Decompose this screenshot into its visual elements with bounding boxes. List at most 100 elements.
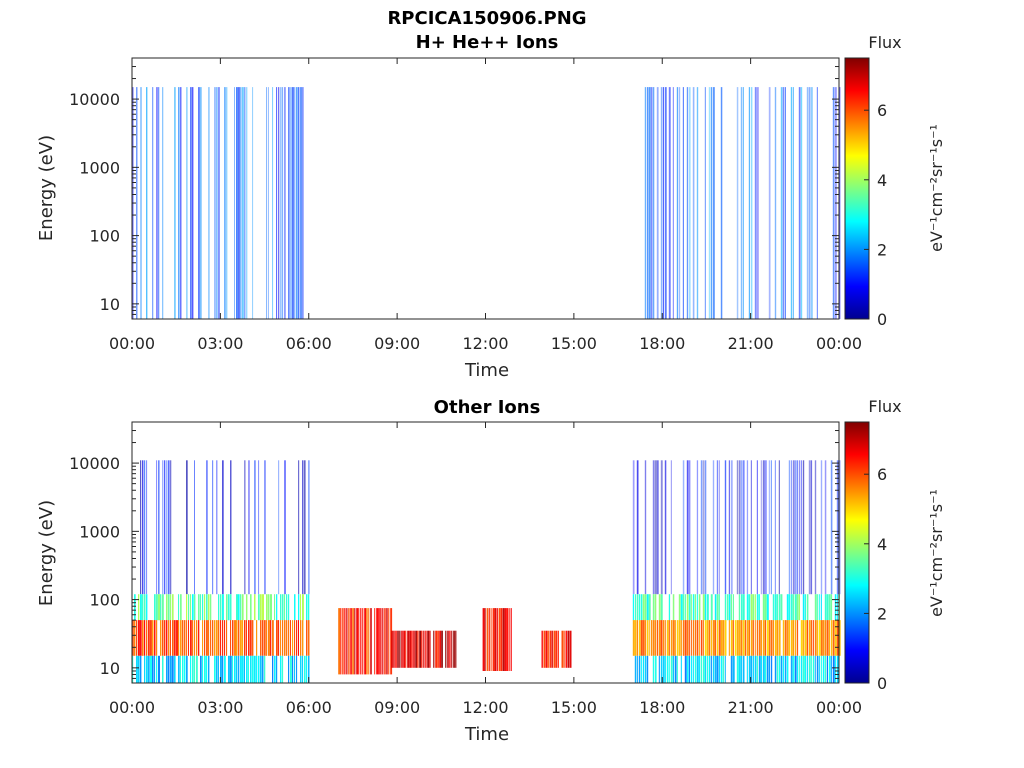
spectrogram-strip <box>726 594 729 621</box>
spectrogram-strip <box>696 655 699 683</box>
spectrogram-strip <box>202 655 204 683</box>
spectrogram-strip <box>824 460 827 595</box>
spectrogram-strip <box>266 620 268 656</box>
spectrogram-strip <box>680 594 683 621</box>
spectrogram-strip <box>492 608 495 671</box>
spectrogram-strip <box>300 87 302 319</box>
spectrogram-strip <box>830 655 832 683</box>
spectrogram-strip <box>250 620 252 656</box>
spectrogram-strip <box>176 620 178 656</box>
spectrogram-strip <box>172 594 174 621</box>
spectrogram-strip <box>182 620 184 656</box>
spectrogram-strip <box>190 620 192 656</box>
spectrogram-strip <box>439 630 442 668</box>
spectrogram-strip <box>668 594 671 621</box>
spectrogram-strip <box>738 460 741 595</box>
spectrogram-strip <box>166 460 168 595</box>
spectrogram-strip <box>778 594 781 621</box>
spectrogram-strip <box>553 630 556 668</box>
panel-title: Other Ions <box>434 397 541 418</box>
spectrogram-region <box>482 608 512 671</box>
spectrogram-strip <box>256 620 258 656</box>
spectrogram-strip <box>142 620 144 656</box>
spectrogram-strip <box>824 620 827 656</box>
spectrogram-strip <box>730 620 733 656</box>
spectrogram-strip <box>706 655 709 683</box>
spectrogram-strip <box>736 460 739 595</box>
spectrogram-strip <box>234 87 235 319</box>
spectrogram-strip <box>236 620 238 656</box>
spectrogram-strip <box>696 620 699 656</box>
spectrogram-strip <box>290 620 291 656</box>
spectrogram-strip <box>417 630 419 668</box>
spectrogram-strip <box>716 460 719 595</box>
spectrogram-strip <box>790 460 792 595</box>
spectrogram-strip <box>156 655 158 683</box>
y-tick-label: 1000 <box>79 522 120 541</box>
x-axis-ticks: 00:00 03:00 06:00 09:00 12:00 15:00 18:00 21:00… <box>109 58 862 353</box>
spectrogram-strip <box>746 655 748 683</box>
spectrogram-strip <box>222 655 224 683</box>
spectrogram-strip <box>482 608 485 671</box>
spectrogram-strip <box>796 655 799 683</box>
spectrogram-strip <box>806 87 809 319</box>
spectrogram-strip <box>786 655 789 683</box>
spectrogram-strip <box>543 630 546 668</box>
spectrogram-strip <box>790 620 793 656</box>
spectrogram-strip <box>427 630 429 668</box>
spectrogram-strip <box>688 655 690 683</box>
spectrogram-strip <box>224 620 226 656</box>
spectrogram-strip <box>190 594 192 621</box>
spectrogram-strip <box>178 620 180 656</box>
spectrogram-strip <box>433 630 435 668</box>
spectrogram-strip <box>288 620 290 656</box>
spectrogram-strip <box>180 655 181 683</box>
spectrogram-strip <box>248 655 249 683</box>
spectrogram-strip <box>810 87 813 319</box>
spectrogram-strip <box>822 655 825 683</box>
spectrogram-strip <box>378 608 380 675</box>
spectrogram-strip <box>364 608 367 675</box>
spectrogram-strip <box>824 655 827 683</box>
spectrogram-strip <box>804 620 807 656</box>
x-tick-label: 00:00 <box>109 334 155 353</box>
y-axis-label: Energy (eV) <box>36 500 57 606</box>
spectrogram-strip <box>152 87 154 319</box>
spectrogram-strip <box>642 655 645 683</box>
spectrogram-strip <box>228 655 230 683</box>
spectrogram-strip <box>230 655 232 683</box>
spectrogram-strip <box>738 620 741 656</box>
spectrogram-strip <box>808 620 811 656</box>
spectrogram-strip <box>672 594 675 621</box>
spectrogram-strip <box>264 460 266 595</box>
spectrogram-strip <box>196 655 198 683</box>
spectrogram-strip <box>634 655 637 683</box>
spectrogram-strip <box>662 87 664 319</box>
spectrogram-strip <box>306 620 308 656</box>
spectrogram-strip <box>712 460 715 595</box>
spectrogram-strip <box>435 630 437 668</box>
spectrogram-strip <box>814 655 816 683</box>
spectrogram-strip <box>228 594 230 621</box>
spectrogram-strip <box>770 460 772 595</box>
spectrogram-strip <box>632 460 635 595</box>
spectrogram-strip <box>762 620 765 656</box>
spectrogram-strip <box>186 594 188 621</box>
spectrogram-strip <box>409 630 412 668</box>
spectrogram-strip <box>774 87 777 319</box>
spectrogram-strip <box>756 594 759 621</box>
spectrogram-strip <box>198 87 200 319</box>
spectrogram-strip <box>565 630 568 668</box>
spectrogram-strip <box>403 630 406 668</box>
spectrogram-strip <box>826 594 829 621</box>
spectrogram-strip <box>748 655 751 683</box>
spectrogram-strip <box>132 655 134 683</box>
spectrogram-strip <box>455 630 457 668</box>
spectrogram-strip <box>734 620 737 656</box>
spectrogram-strip <box>413 630 415 668</box>
spectrogram-strip <box>680 655 682 683</box>
spectrogram-strip <box>304 655 306 683</box>
colorbar-gradient <box>844 57 870 320</box>
spectrogram-strip <box>742 594 745 621</box>
